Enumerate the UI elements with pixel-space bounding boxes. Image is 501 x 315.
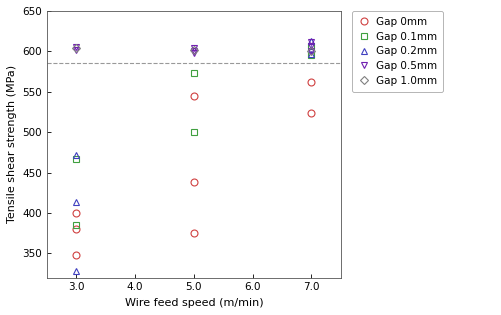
Gap 0.1mm bbox=[74, 157, 80, 161]
Gap 0mm bbox=[191, 94, 197, 98]
Gap 0mm bbox=[74, 211, 80, 215]
Y-axis label: Tensile shear strength (MPa): Tensile shear strength (MPa) bbox=[7, 65, 17, 223]
Line: Gap 0mm: Gap 0mm bbox=[73, 78, 315, 259]
Line: Gap 1.0mm: Gap 1.0mm bbox=[74, 45, 314, 54]
Gap 1.0mm bbox=[191, 48, 197, 52]
Line: Gap 0.5mm: Gap 0.5mm bbox=[73, 39, 315, 56]
Gap 0.2mm bbox=[74, 153, 80, 157]
Legend: Gap 0mm, Gap 0.1mm, Gap 0.2mm, Gap 0.5mm, Gap 1.0mm: Gap 0mm, Gap 0.1mm, Gap 0.2mm, Gap 0.5mm… bbox=[352, 11, 443, 92]
Gap 0mm bbox=[308, 80, 314, 84]
Gap 0.2mm bbox=[308, 47, 314, 51]
Gap 0.5mm bbox=[308, 41, 314, 44]
Gap 0.5mm bbox=[191, 46, 197, 50]
Gap 1.0mm bbox=[308, 49, 314, 53]
Gap 0.2mm bbox=[74, 200, 80, 203]
Gap 0.5mm bbox=[191, 49, 197, 52]
Gap 0.2mm bbox=[74, 269, 80, 273]
Line: Gap 0.1mm: Gap 0.1mm bbox=[73, 42, 315, 229]
Gap 0.5mm bbox=[74, 48, 80, 52]
Gap 0mm bbox=[74, 227, 80, 231]
Gap 0.1mm bbox=[308, 44, 314, 48]
Gap 0.5mm bbox=[308, 49, 314, 53]
Gap 0.2mm bbox=[308, 52, 314, 56]
Gap 0.1mm bbox=[191, 130, 197, 134]
Gap 0.1mm bbox=[308, 54, 314, 57]
Gap 1.0mm bbox=[74, 46, 80, 50]
Line: Gap 0.2mm: Gap 0.2mm bbox=[73, 37, 315, 275]
Gap 0mm bbox=[308, 111, 314, 115]
Gap 0.5mm bbox=[74, 45, 80, 49]
Gap 0.5mm bbox=[191, 51, 197, 55]
Gap 0.1mm bbox=[74, 223, 80, 227]
Gap 0.1mm bbox=[191, 71, 197, 75]
Gap 0mm bbox=[74, 253, 80, 257]
Gap 0.2mm bbox=[308, 39, 314, 43]
Gap 0.5mm bbox=[308, 44, 314, 48]
Gap 0mm bbox=[191, 231, 197, 235]
X-axis label: Wire feed speed (m/min): Wire feed speed (m/min) bbox=[125, 298, 263, 308]
Gap 0mm bbox=[191, 180, 197, 184]
